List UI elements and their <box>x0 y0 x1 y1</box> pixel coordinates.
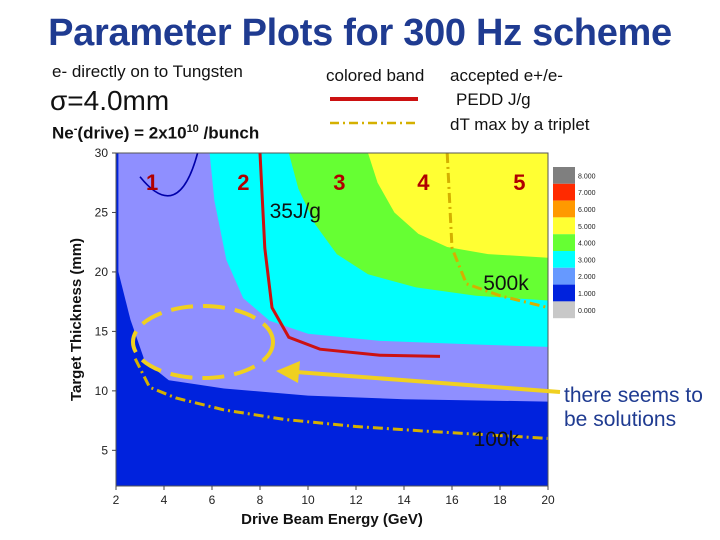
accepted-500k-curve <box>445 152 549 310</box>
solution-region-circle <box>131 304 275 380</box>
target-note: e- directly on to Tungsten <box>52 62 243 81</box>
colorbar-swatch <box>553 200 575 218</box>
x-tick-label: 16 <box>445 493 459 507</box>
curves <box>133 152 549 440</box>
zone-label: 1 <box>146 169 159 195</box>
zone-label: 2 <box>237 169 250 195</box>
band-contour <box>139 152 199 197</box>
overlays <box>131 304 561 394</box>
colorbar: 8.000 7.000 6.000 5.000 4.000 3.000 2.000 1.000… <box>553 167 596 319</box>
x-tick-label: 14 <box>397 493 411 507</box>
legend-header: colored band <box>326 66 425 85</box>
plot-frame <box>115 152 549 487</box>
band-level5 <box>368 153 548 258</box>
y-tick-label: 30 <box>95 146 109 160</box>
y-tick-label: 20 <box>95 265 109 279</box>
zone-label: 4 <box>417 169 430 195</box>
plot-annotation: 35J/g <box>269 200 321 224</box>
x-tick-label: 20 <box>541 493 555 507</box>
plot-annotation: 100k <box>473 427 520 451</box>
x-tick-label: 4 <box>161 493 168 507</box>
pedd-35Jg-curve <box>258 152 441 358</box>
legend-pedd: PEDD J/g <box>456 90 531 109</box>
colorbar-label: 4.000 <box>578 241 596 248</box>
colorbar-swatch <box>553 301 575 319</box>
colorbar-label: 1.000 <box>578 291 596 298</box>
solutions-callout: there seems to be solutions <box>564 384 703 431</box>
drive-note-suffix: /bunch <box>198 123 260 143</box>
x-tick-label: 2 <box>113 493 120 507</box>
drive-note-sup: - <box>73 123 78 135</box>
slide-title: Parameter Plots for 300 Hz scheme <box>48 12 672 54</box>
drive-note-prefix: Ne <box>52 123 74 143</box>
colorbar-label: 6.000 <box>578 207 596 214</box>
x-tick-label: 8 <box>257 493 264 507</box>
zone-label: 5 <box>513 169 526 195</box>
x-tick-label: 6 <box>209 493 216 507</box>
color-bands <box>116 152 549 486</box>
drive-bunch-note: Ne-(drive) = 2x1010 /bunch <box>52 123 259 144</box>
legend-accepted: accepted e+/e- <box>450 66 563 85</box>
plot-annotation: 500k <box>483 271 529 295</box>
legend-lines <box>330 97 418 125</box>
colorbar-swatch <box>553 267 575 285</box>
colorbar-swatch <box>553 183 575 201</box>
y-tick-label: 5 <box>101 443 108 457</box>
plot-border <box>115 152 549 487</box>
x-tick-label: 18 <box>493 493 507 507</box>
colorbar-label: 8.000 <box>578 173 596 180</box>
drive-note-exp: 10 <box>186 123 199 135</box>
y-tick-label: 25 <box>95 205 109 219</box>
highlight-arrow-shaft <box>295 370 561 394</box>
x-tick-label: 10 <box>301 493 315 507</box>
highlight-arrow-head <box>276 361 300 383</box>
colorbar-swatch <box>553 234 575 251</box>
colorbar-swatch <box>553 167 575 184</box>
y-axis-title: Target Thickness (mm) <box>68 238 85 401</box>
colorbar-swatch <box>553 284 575 302</box>
drive-note-mid: (drive) = 2x10 <box>77 123 187 143</box>
colorbar-label: 0.000 <box>578 308 596 315</box>
zone-label: 3 <box>333 169 346 195</box>
x-axis-title: Drive Beam Energy (GeV) <box>241 511 423 528</box>
colorbar-label: 2.000 <box>578 274 596 281</box>
legend-dt: dT max by a triplet <box>450 115 590 134</box>
colorbar-label: 7.000 <box>578 190 596 197</box>
colorbar-swatch <box>553 217 575 235</box>
x-tick-label: 12 <box>349 493 363 507</box>
y-tick-label: 10 <box>95 384 109 398</box>
colorbar-label: 5.000 <box>578 224 596 231</box>
colorbar-swatch <box>553 251 575 268</box>
y-tick-label: 15 <box>95 324 109 338</box>
colorbar-label: 3.000 <box>578 257 596 264</box>
accepted-100k-curve <box>133 358 549 440</box>
sigma-note: σ=4.0mm <box>50 85 170 116</box>
